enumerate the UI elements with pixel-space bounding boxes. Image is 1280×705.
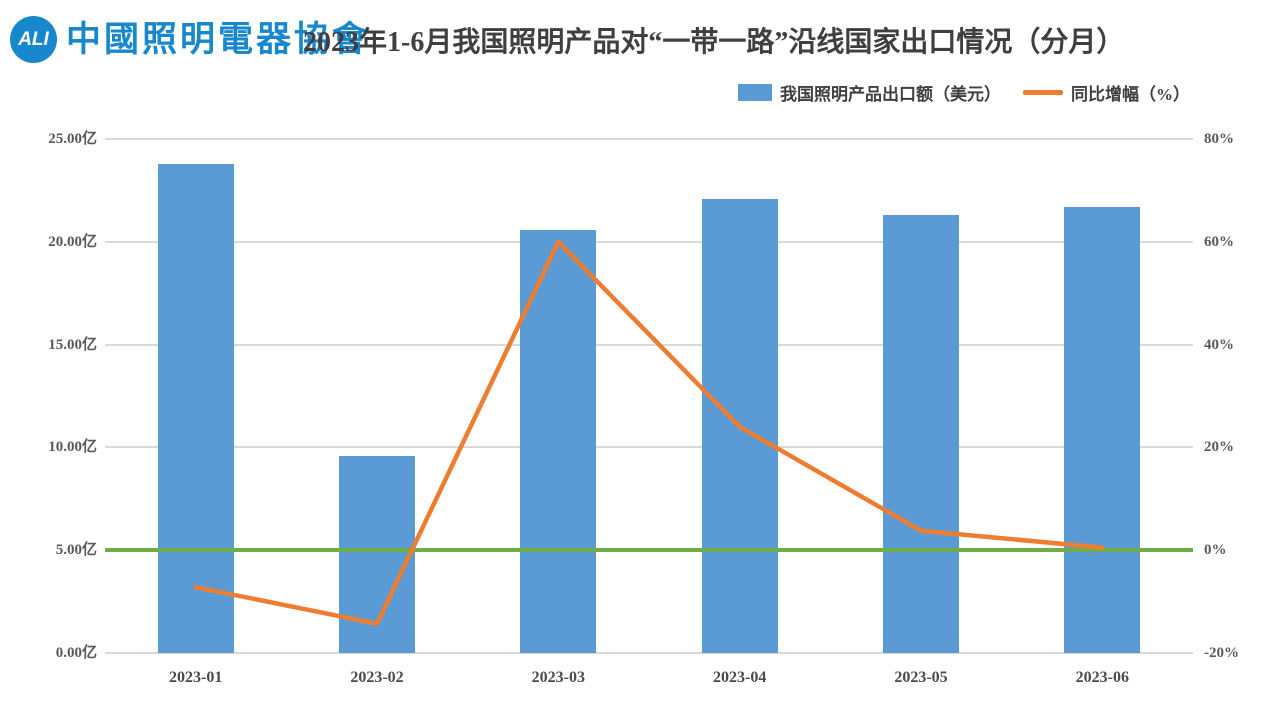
right-axis-tick: 80%	[1204, 131, 1234, 147]
left-axis-tick: 10.00亿	[48, 439, 97, 456]
x-axis-label: 2023-05	[894, 669, 948, 686]
left-axis-tick: 0.00亿	[55, 645, 97, 661]
left-axis-tick: 15.00亿	[48, 336, 97, 353]
zero-growth-line	[105, 548, 1193, 553]
bar-2023-04	[701, 198, 778, 653]
bar-2023-02	[339, 455, 415, 653]
gridline	[105, 343, 1193, 346]
bar-2023-03	[520, 229, 597, 653]
cali-logo-icon: ALI	[10, 16, 57, 63]
bar-series-swatch-icon	[738, 84, 772, 101]
x-axis-label: 2023-01	[169, 669, 223, 686]
legend-item-export-value: 我国照明产品出口额（美元）	[738, 80, 1001, 105]
gridline	[105, 240, 1193, 243]
x-axis-label: 2023-03	[531, 669, 585, 686]
page-title: 2023年1-6月我国照明产品对“一带一路”沿线国家出口情况（分月）	[303, 27, 1125, 58]
left-axis-tick: 20.00亿	[48, 233, 97, 250]
bar-2023-05	[883, 215, 959, 653]
right-axis-tick: 0%	[1204, 542, 1227, 559]
cali-logo-mark-text: ALI	[18, 28, 49, 50]
x-axis-label: 2023-02	[350, 669, 404, 686]
bar-2023-01	[157, 163, 234, 653]
gridline	[105, 652, 1193, 654]
x-axis-label: 2023-06	[1075, 669, 1129, 686]
legend-line-label: 同比增幅（%）	[1071, 85, 1190, 104]
left-axis-tick: 25.00亿	[48, 131, 97, 147]
line-series-swatch-icon	[1023, 90, 1063, 95]
right-axis-tick: -20%	[1204, 645, 1239, 661]
cali-logo: ALI 中國照明電器協會	[10, 16, 370, 63]
right-axis-tick: 40%	[1204, 336, 1234, 353]
gridline	[105, 138, 1193, 140]
legend-bar-label: 我国照明产品出口额（美元）	[780, 85, 1001, 104]
cali-logo-text: 中國照明電器協會	[66, 20, 371, 59]
yoy-growth-polyline	[193, 239, 1105, 626]
left-axis-tick: 5.00亿	[55, 542, 97, 559]
chart-legend: 我国照明产品出口额（美元） 同比增幅（%）	[738, 80, 1190, 105]
bar-2023-06	[1064, 206, 1141, 653]
gridline	[105, 446, 1193, 449]
right-axis-tick: 20%	[1204, 439, 1234, 456]
right-axis-tick: 60%	[1204, 233, 1234, 250]
x-axis-label: 2023-04	[713, 669, 767, 686]
legend-item-yoy-growth: 同比增幅（%）	[1023, 80, 1190, 105]
